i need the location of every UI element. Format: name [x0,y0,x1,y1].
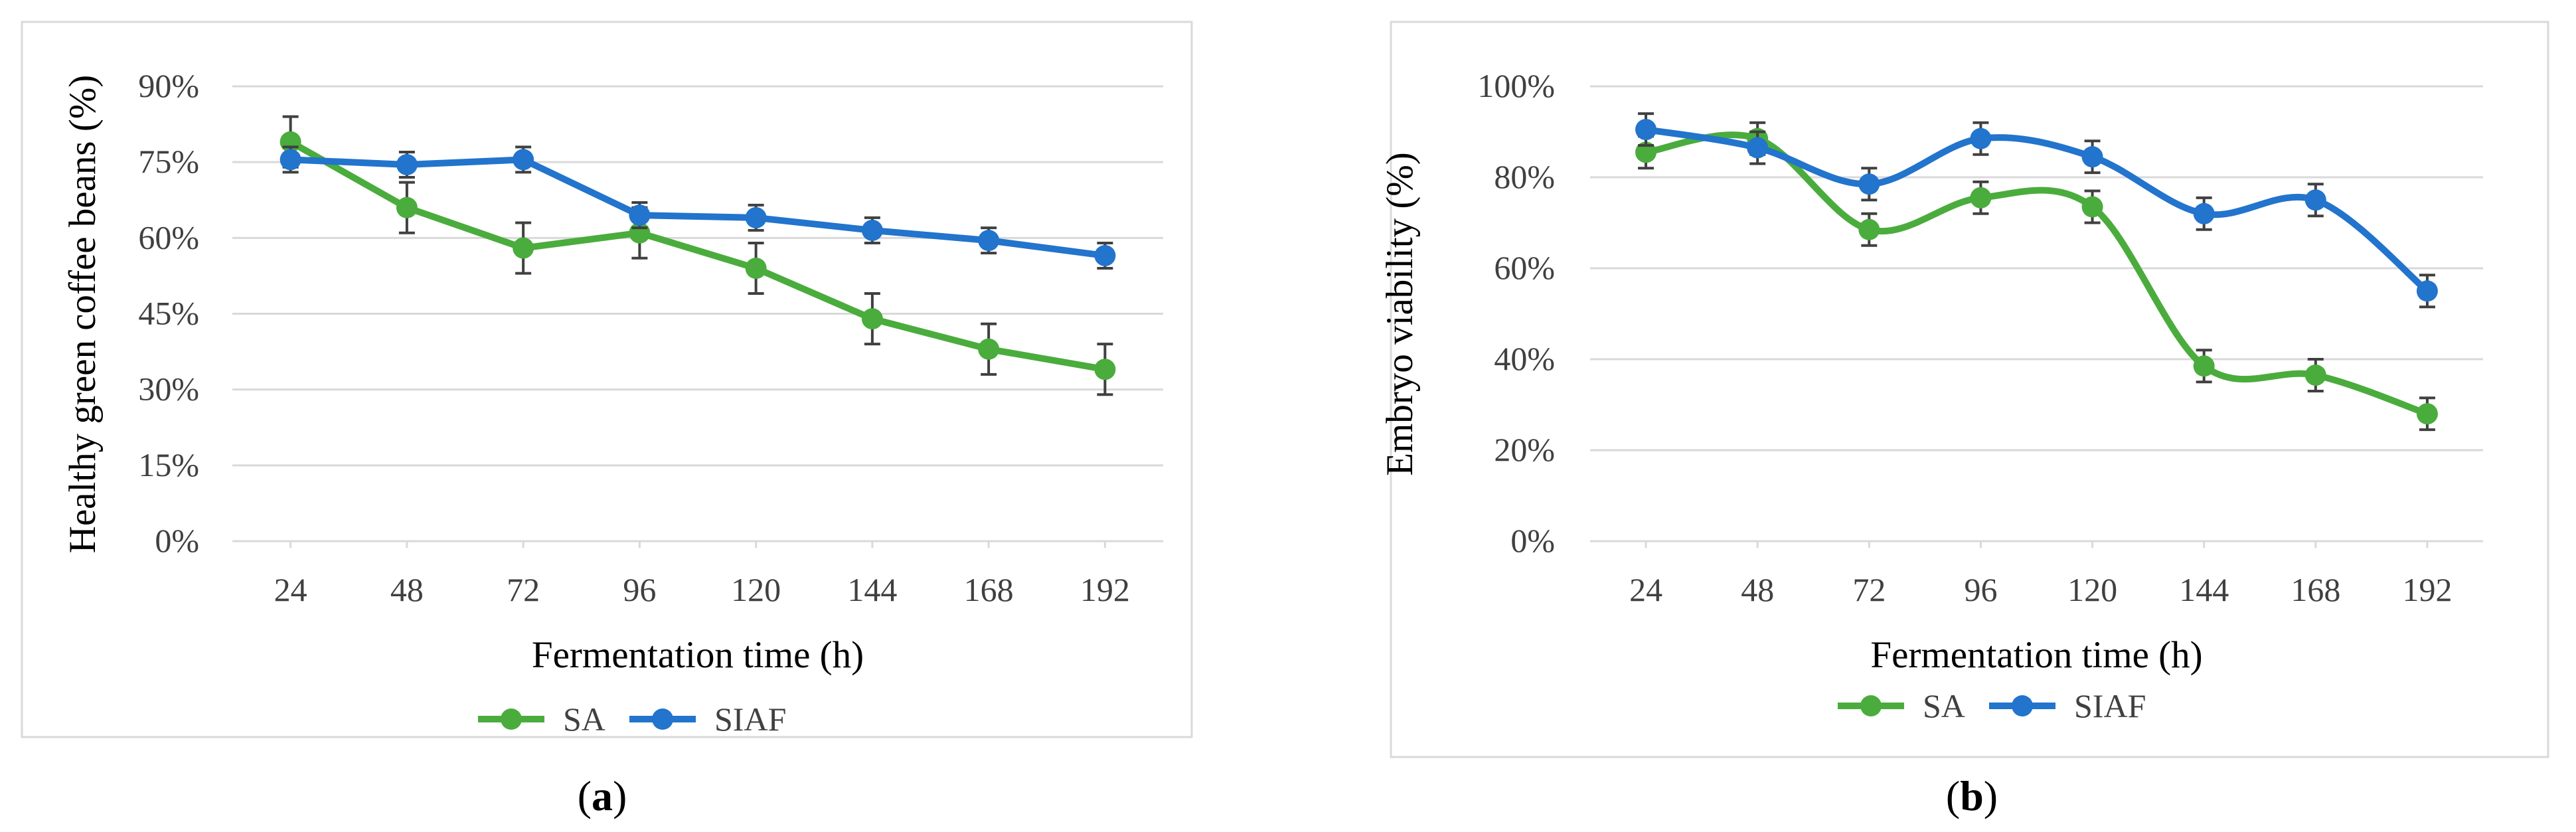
y-tick-label: 20% [1494,431,1555,468]
data-point-siaf [1747,137,1769,159]
data-point-sa [513,237,534,259]
x-tick-label: 120 [2067,571,2117,608]
x-tick-label: 72 [507,571,540,608]
legend-label-siaf: SIAF [2074,687,2146,724]
data-point-siaf [629,205,651,226]
legend-marker-sa [1860,695,1882,716]
legend-marker-sa [501,708,522,730]
y-tick-label: 60% [1494,249,1555,286]
series-line-sa [1643,131,2431,418]
y-tick-label: 45% [138,295,199,332]
y-tick-label: 80% [1494,158,1555,195]
data-point-sa [978,338,1000,360]
x-tick-label: 120 [731,571,781,608]
data-point-sa [2193,355,2215,377]
data-point-siaf [2304,189,2326,211]
legend-marker-siaf [2012,695,2033,716]
x-tick-label: 192 [1080,571,1130,608]
data-point-sa [2304,364,2326,386]
legend-label-sa: SA [1923,687,1965,724]
legend-label-siaf: SIAF [714,701,786,738]
y-axis-title: Healthy green coffee beans (%) [62,75,104,554]
legend-label-sa: SA [563,701,605,738]
y-tick-label: 60% [138,218,199,256]
x-tick-label: 144 [847,571,897,608]
data-point-sa [2081,196,2103,218]
chart-panel-b: 0% 20% 40% 60% 80% 100% 24 48 72 96 120 144 168 192 Fe… [1379,21,2549,819]
series-line-sa [287,138,1109,373]
x-tick-label: 96 [623,571,656,608]
data-point-siaf [2193,203,2215,224]
y-tick-label: 40% [1494,340,1555,377]
x-tick-label: 24 [1629,571,1662,608]
y-tick-label: 100% [1477,67,1555,104]
x-tick-label: 192 [2402,571,2452,608]
x-axis-title: Fermentation time (h) [532,634,864,676]
data-point-siaf [1635,119,1657,141]
data-point-sa [1094,359,1116,380]
data-point-siaf [280,149,301,171]
chart-panel-a: 0% 15% 30% 45% 60% 75% 90% 24 48 72 96 120 144 168 192… [21,21,1193,819]
y-tick-label: 15% [138,446,199,483]
y-tick-label: 90% [138,67,199,104]
data-point-sa [1635,141,1657,163]
x-tick-label: 24 [274,571,307,608]
panel-label: (b) [1946,772,1998,819]
y-tick-label: 0% [1510,522,1555,559]
chart-frame [21,21,1193,738]
x-tick-label: 168 [964,571,1014,608]
data-point-siaf [861,219,883,241]
y-axis-title: Embryo viability (%) [1379,152,1421,476]
data-point-siaf [978,230,1000,252]
data-point-sa [745,258,767,279]
data-point-sa [396,197,418,218]
y-tick-label: 0% [155,522,199,559]
x-tick-label: 48 [390,571,424,608]
x-tick-label: 48 [1741,571,1774,608]
data-point-sa [1858,218,1880,240]
data-point-siaf [1094,244,1116,266]
data-point-siaf [396,153,418,175]
data-point-siaf [2081,146,2103,168]
x-tick-label: 144 [2179,571,2229,608]
data-point-siaf [513,149,534,171]
data-point-sa [861,308,883,330]
y-tick-label: 75% [138,143,199,180]
legend-marker-siaf [652,708,673,730]
y-tick-label: 30% [138,371,199,408]
data-point-siaf [1970,127,1992,149]
x-tick-label: 96 [1964,571,1997,608]
data-point-siaf [745,207,767,228]
panel-label: (a) [578,772,627,819]
series-line-siaf [287,156,1109,259]
x-tick-label: 72 [1852,571,1886,608]
x-tick-label: 168 [2291,571,2340,608]
data-point-sa [1970,187,1992,208]
data-point-siaf [1858,173,1880,195]
data-point-sa [2416,403,2438,425]
x-axis-title: Fermentation time (h) [1870,634,2202,676]
data-point-siaf [2416,280,2438,302]
